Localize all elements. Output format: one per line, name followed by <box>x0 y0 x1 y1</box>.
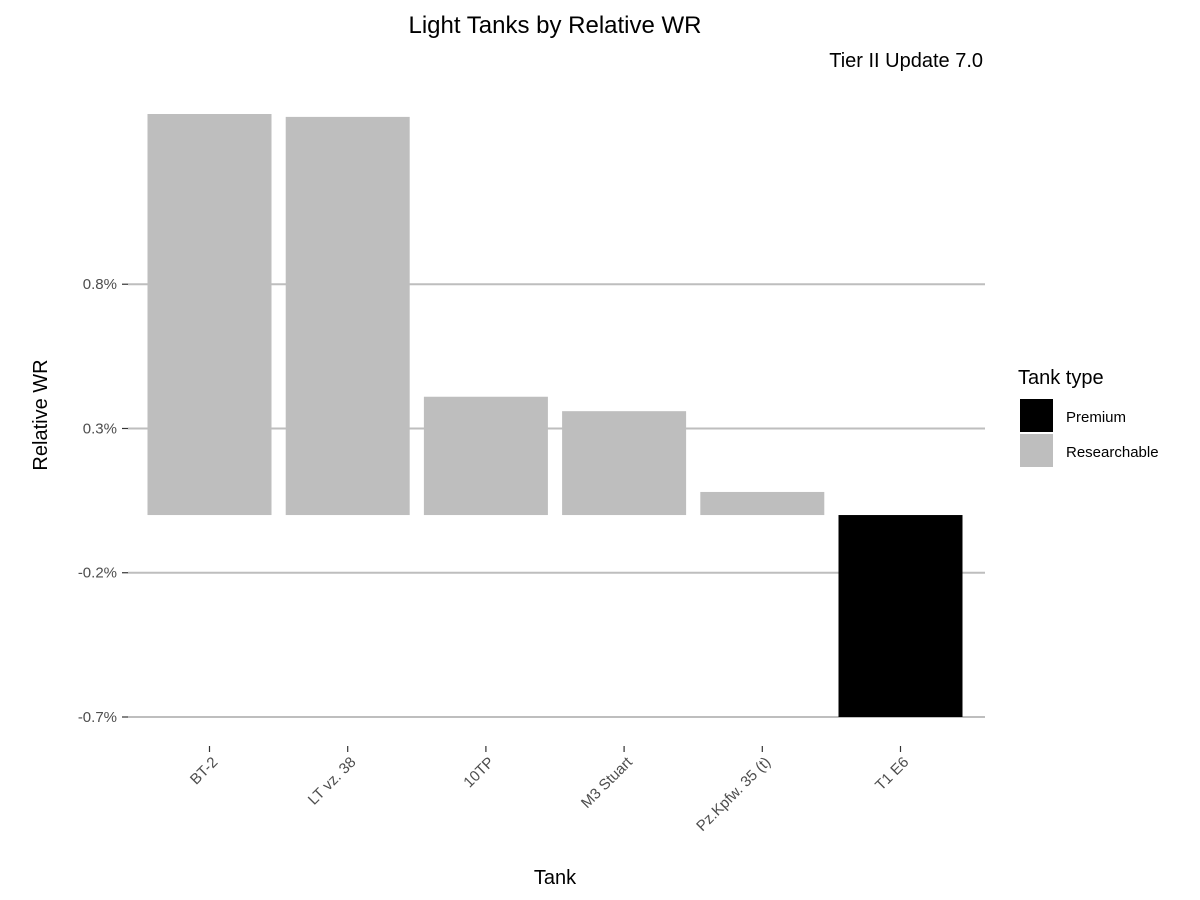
x-axis-ticks: BT-2 LT vz. 38 10TP M3 Stuart Pz.Kpfw. 35 (t… <box>187 746 912 835</box>
legend: Tank type Premium Researchable <box>1018 367 1159 467</box>
bar-lt-vz-38 <box>285 116 410 516</box>
bar-bt-2 <box>147 114 272 516</box>
bar-m3-stuart <box>562 411 687 516</box>
x-tick-label: BT-2 <box>187 754 221 788</box>
legend-label-researchable: Researchable <box>1066 444 1159 461</box>
bar-t1-e6 <box>838 515 963 717</box>
legend-entries: Premium Researchable <box>1020 399 1159 467</box>
y-tick-label: 0.3% <box>83 420 117 437</box>
x-axis-title: Tank <box>534 867 577 889</box>
y-tick-label: -0.2% <box>78 565 117 582</box>
x-tick-label: M3 Stuart <box>578 753 637 812</box>
y-axis-ticks: -0.7% -0.2% 0.3% 0.8% <box>78 276 128 726</box>
chart-title: Light Tanks by Relative WR <box>408 12 701 39</box>
bar-pz-kpfw-35-t <box>700 491 825 516</box>
y-axis-title: Relative WR <box>30 359 52 470</box>
legend-swatch-premium <box>1020 399 1053 432</box>
bars <box>147 114 963 717</box>
chart-subtitle: Tier II Update 7.0 <box>829 50 983 72</box>
x-tick-label: T1 E6 <box>872 754 912 794</box>
y-tick-label: -0.7% <box>78 709 117 726</box>
legend-label-premium: Premium <box>1066 409 1126 426</box>
x-tick-label: 10TP <box>460 754 497 791</box>
legend-swatch-researchable <box>1020 434 1053 467</box>
legend-title: Tank type <box>1018 367 1104 389</box>
y-tick-label: 0.8% <box>83 276 117 293</box>
x-tick-label: LT vz. 38 <box>305 754 360 809</box>
bar-10tp <box>423 396 548 516</box>
x-tick-label: Pz.Kpfw. 35 (t) <box>693 754 774 835</box>
